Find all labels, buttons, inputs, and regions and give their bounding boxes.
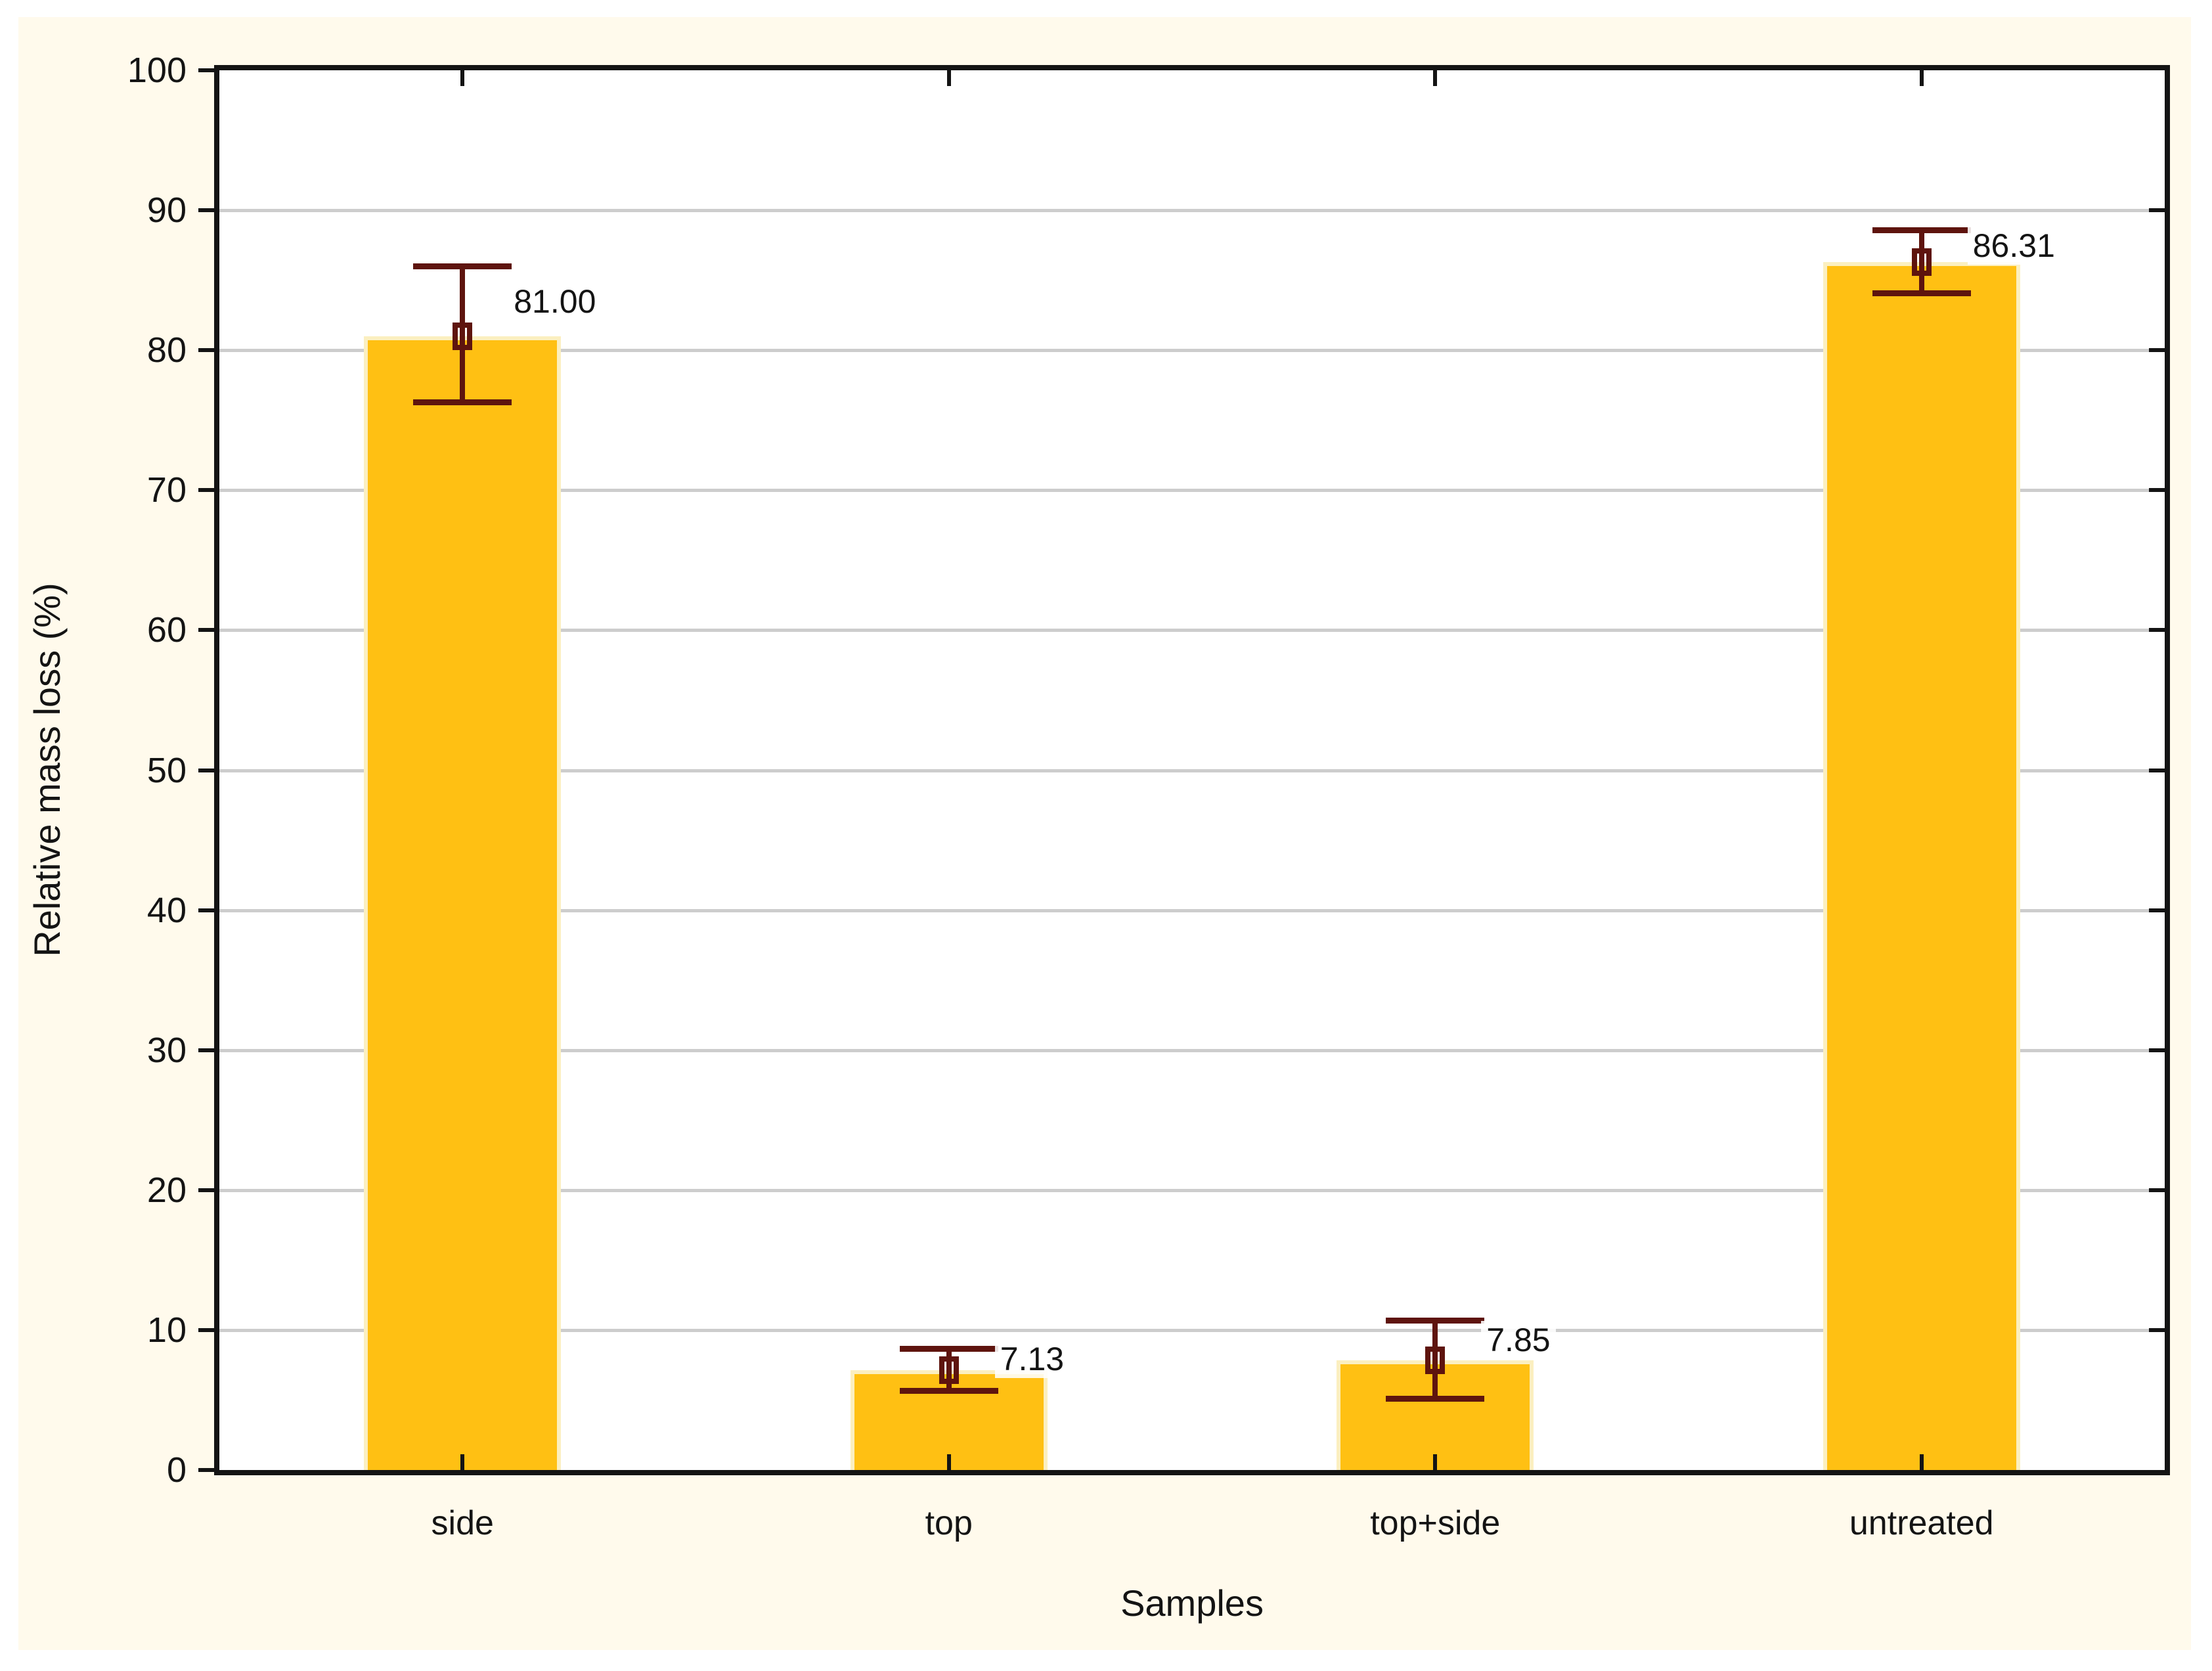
right-tick-70 [2149,488,2165,493]
value-label-top: 7.13 [994,1340,1070,1379]
left-tick-100 [198,68,214,72]
gridline-10 [219,1328,2165,1332]
left-tick-20 [198,1188,214,1192]
xtick-label-side: side [431,1504,494,1542]
error-marker-side [453,322,473,350]
xtick-label-top: top [925,1504,973,1542]
top-tick-side [460,70,465,86]
left-tick-50 [198,768,214,772]
left-tick-10 [198,1327,214,1332]
ytick-label-0: 0 [166,1450,187,1490]
top-tick-top [946,70,951,86]
right-tick-30 [2149,1048,2165,1052]
value-label-top+side: 7.85 [1481,1321,1556,1360]
left-tick-0 [198,1468,214,1472]
left-tick-90 [198,208,214,213]
ytick-label-80: 80 [146,330,187,370]
right-tick-50 [2149,768,2165,772]
ytick-label-40: 40 [146,890,187,930]
error-cap-upper-side [413,263,512,270]
gridline-70 [219,489,2165,493]
value-label-untreated: 86.31 [1967,227,2060,265]
gridline-60 [219,629,2165,633]
gridline-80 [219,349,2165,353]
error-line-top [946,1348,952,1391]
bottom-tick-top [946,1454,951,1470]
error-cap-lower-top [899,1387,998,1394]
ytick-label-20: 20 [146,1170,187,1210]
bottom-tick-side [460,1454,465,1470]
bottom-tick-untreated [1919,1454,1924,1470]
ytick-label-10: 10 [146,1310,187,1350]
ytick-label-90: 90 [146,190,187,231]
right-tick-10 [2149,1327,2165,1332]
gridline-50 [219,769,2165,772]
gridline-40 [219,908,2165,912]
left-tick-70 [198,488,214,493]
ytick-label-70: 70 [146,470,187,510]
top-tick-untreated [1919,70,1924,86]
left-tick-60 [198,628,214,633]
error-line-side [460,266,466,403]
right-tick-60 [2149,628,2165,633]
right-tick-90 [2149,208,2165,213]
error-cap-upper-top [899,1345,998,1352]
xtick-label-top+side: top+side [1370,1504,1501,1542]
error-marker-top+side [1425,1346,1446,1374]
ytick-label-60: 60 [146,610,187,650]
error-marker-top [939,1356,959,1385]
right-tick-80 [2149,348,2165,353]
error-cap-lower-top+side [1386,1396,1485,1402]
ytick-label-30: 30 [146,1030,187,1070]
bar-side [364,336,562,1470]
error-line-untreated [1918,229,1924,293]
top-tick-top+side [1433,70,1438,86]
x-axis-title: Samples [1120,1582,1264,1624]
gridline-30 [219,1048,2165,1052]
value-label-side: 81.00 [508,282,602,321]
bar-untreated [1823,261,2020,1470]
left-tick-80 [198,348,214,353]
bottom-tick-top+side [1433,1454,1438,1470]
xtick-label-untreated: untreated [1849,1504,1994,1542]
error-cap-upper-top+side [1386,1317,1485,1324]
gridline-90 [219,209,2165,213]
error-line-top+side [1432,1320,1438,1399]
error-marker-untreated [1911,248,1932,276]
left-tick-40 [198,908,214,912]
left-tick-30 [198,1048,214,1052]
ytick-label-50: 50 [146,750,187,790]
right-tick-20 [2149,1188,2165,1192]
error-cap-lower-untreated [1872,290,1971,296]
ytick-label-100: 100 [127,51,187,90]
gridline-20 [219,1188,2165,1192]
error-cap-upper-untreated [1872,227,1971,233]
error-cap-lower-side [413,399,512,406]
right-tick-40 [2149,908,2165,912]
